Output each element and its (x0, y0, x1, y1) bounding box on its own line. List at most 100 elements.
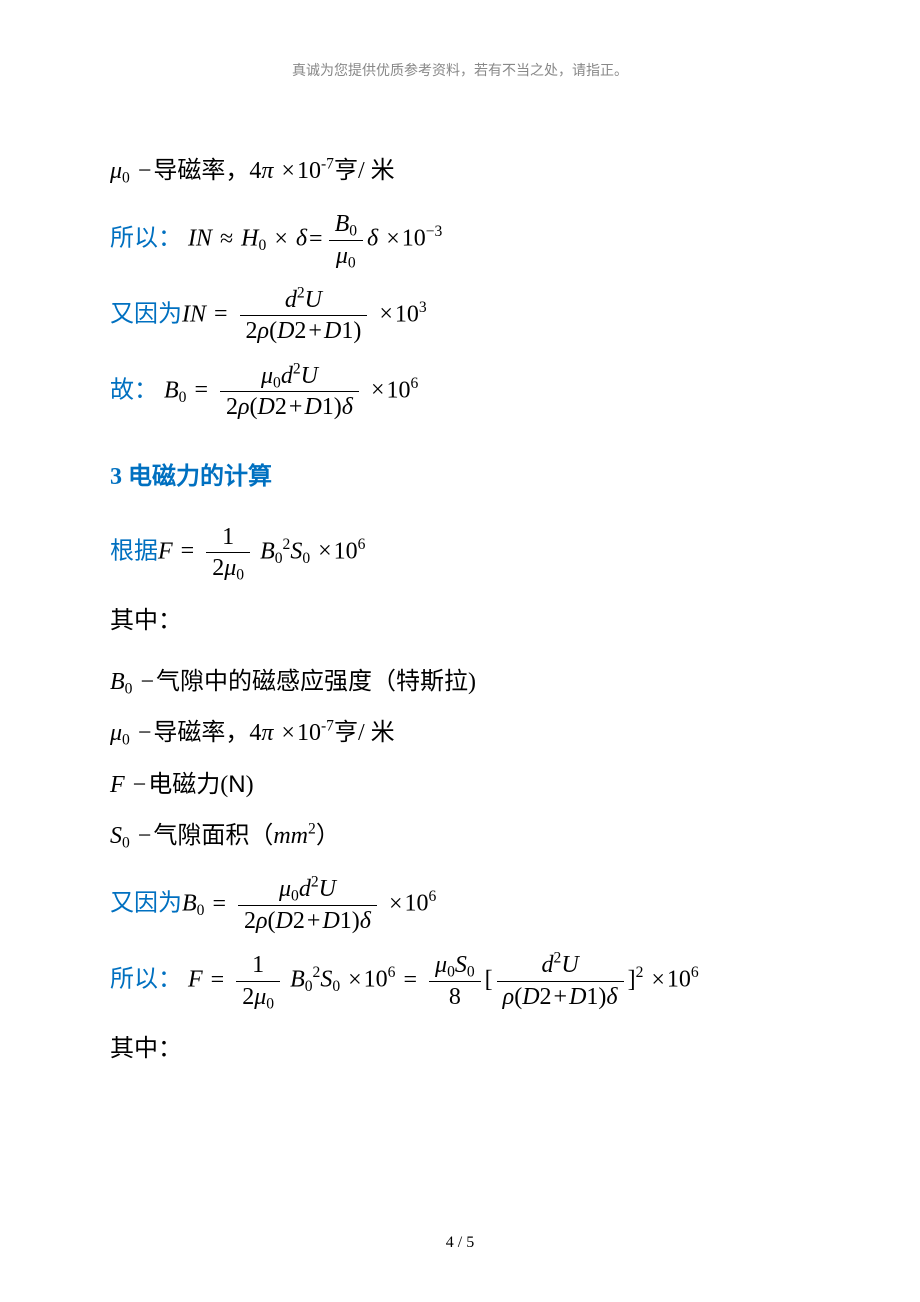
prefix: 又因为 (110, 891, 182, 917)
content-body: μ0 −导磁率，4π ×10-7亨/ 米 所以： IN ≈ H0 × δ= B0… (110, 150, 810, 1071)
times: × (387, 891, 405, 917)
exp1: 6 (388, 964, 396, 981)
S2: S (455, 952, 467, 978)
plus: + (306, 318, 324, 344)
ten2: 10 (667, 967, 691, 993)
pi: π (261, 720, 273, 746)
n2: 2 (540, 984, 552, 1010)
eq: = (192, 377, 210, 403)
times: × (377, 301, 395, 327)
S: S (110, 823, 122, 849)
prefix: 所以： (110, 226, 182, 252)
rp: ) (468, 669, 476, 695)
exp: 6 (358, 536, 366, 553)
prefix: 又因为 (110, 301, 182, 327)
d: d (281, 363, 293, 389)
one: 1 (206, 524, 250, 553)
eq-F: 根据F = 1 2μ0 B02S0 ×106 (110, 524, 810, 582)
two: 2 (246, 318, 258, 344)
eq: = (209, 967, 227, 993)
frac-d2U-rho: d2U ρ(D2+D1)δ (497, 952, 624, 1010)
dash: − (131, 772, 149, 798)
def-S0: S0 −气隙面积（mm2） (110, 815, 810, 858)
page-header: 真诚为您提供优质参考资料，若有不当之处，请指正。 (110, 60, 810, 80)
eq-mu0-def: μ0 −导磁率，4π ×10-7亨/ 米 (110, 150, 810, 193)
ten: 10 (402, 226, 426, 252)
exp: 6 (428, 888, 436, 905)
exp: 2 (311, 874, 319, 891)
times: × (316, 538, 334, 564)
exp2: 6 (691, 964, 699, 981)
subB: 0 (305, 978, 313, 995)
eq-F-final: 所以： F = 1 2μ0 B02S0 ×106 = μ0S0 8 [ d2U … (110, 952, 810, 1010)
sub: 0 (273, 374, 281, 391)
sub: 0 (447, 964, 455, 981)
eq: = (212, 301, 230, 327)
n1: 1 (340, 908, 352, 934)
eq2: = (401, 967, 419, 993)
B: B (182, 891, 197, 917)
frac-muS-8: μ0S0 8 (429, 952, 481, 1010)
D1: D (304, 394, 321, 420)
frac-mu-d2U-2: μ0d2U 2ρ(D2+D1)δ (238, 876, 377, 934)
prefix: 根据 (110, 538, 158, 564)
exp: 2 (293, 360, 301, 377)
four: 4 (249, 158, 261, 184)
IN: IN (182, 301, 206, 327)
n2: 2 (293, 908, 305, 934)
F: F (110, 772, 125, 798)
ten: 10 (297, 720, 321, 746)
B: B (110, 669, 125, 695)
D1: D (569, 984, 586, 1010)
times: × (279, 720, 297, 746)
frac-1-2mu: 1 2μ0 (236, 952, 280, 1010)
delta: δ (606, 984, 617, 1010)
txt: 其中： (110, 1036, 182, 1062)
page-total: 5 (466, 1234, 474, 1251)
mu2: μ (435, 952, 447, 978)
eq: = (210, 891, 228, 917)
sub0: 0 (259, 237, 267, 254)
n2: 2 (275, 394, 287, 420)
times: × (369, 377, 387, 403)
lp: ( (269, 318, 277, 344)
delta2: δ (367, 226, 378, 252)
sub: 0 (348, 254, 356, 271)
rho: ρ (503, 984, 515, 1010)
rp: ) (246, 772, 254, 798)
exp: 2 (297, 285, 305, 302)
exp: 6 (410, 375, 418, 392)
d: d (542, 952, 554, 978)
times1: × (346, 967, 364, 993)
n1: 1 (322, 394, 334, 420)
sub: 0 (291, 888, 299, 905)
U: U (301, 363, 318, 389)
sub0: 0 (197, 903, 205, 920)
mu: μ (261, 363, 273, 389)
exp: 2 (308, 821, 316, 838)
header-text: 真诚为您提供优质参考资料，若有不当之处，请指正。 (292, 64, 628, 79)
H: H (241, 226, 258, 252)
D2: D (258, 394, 275, 420)
eq-B0: 故： B0 = μ0d2U 2ρ(D2+D1)δ ×106 (110, 363, 810, 421)
mu: μ (279, 876, 291, 902)
sub: 0 (236, 567, 244, 584)
F: F (158, 538, 173, 564)
lp: ( (514, 984, 522, 1010)
sub0: 0 (179, 389, 187, 406)
sub: 0 (122, 835, 130, 852)
mu: μ (254, 984, 266, 1010)
delta: δ (296, 226, 307, 252)
ten: 10 (297, 158, 321, 184)
txt: 导磁率， (153, 158, 249, 184)
times2: × (384, 226, 402, 252)
two: 2 (244, 908, 256, 934)
section-3-title: 3 电磁力的计算 (110, 456, 810, 499)
D1: D (322, 908, 339, 934)
frac-d2U: d2U 2ρ(D2+D1) (240, 287, 368, 345)
S: S (290, 538, 302, 564)
n2: 2 (294, 318, 306, 344)
D2: D (277, 318, 294, 344)
D2: D (522, 984, 539, 1010)
eq: = (307, 226, 325, 252)
